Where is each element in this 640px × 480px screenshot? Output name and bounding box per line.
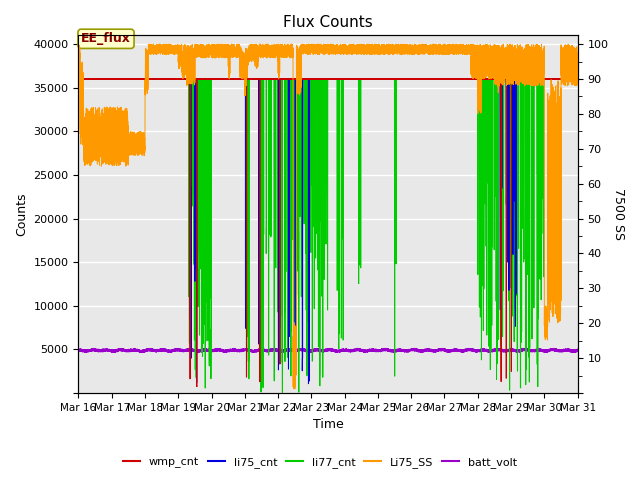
Title: Flux Counts: Flux Counts <box>283 15 373 30</box>
Legend: wmp_cnt, li75_cnt, li77_cnt, Li75_SS, batt_volt: wmp_cnt, li75_cnt, li77_cnt, Li75_SS, ba… <box>119 452 521 472</box>
X-axis label: Time: Time <box>312 419 344 432</box>
Text: EE_flux: EE_flux <box>81 32 131 45</box>
Y-axis label: 7500 SS: 7500 SS <box>612 188 625 240</box>
Y-axis label: Counts: Counts <box>15 192 28 236</box>
